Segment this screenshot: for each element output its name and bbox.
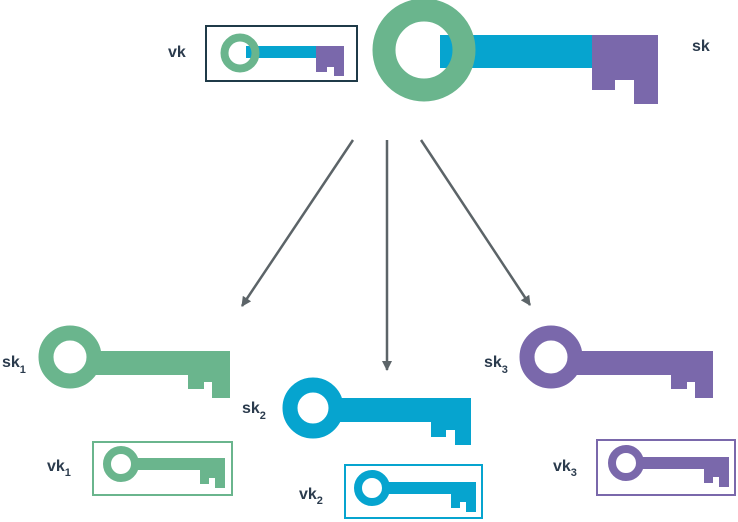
master-sk-label: sk	[692, 38, 710, 55]
share-secret-key-icon	[519, 325, 713, 398]
share-secret-key-icon	[282, 377, 471, 445]
master-vk-label: vk	[168, 44, 186, 61]
master-vk-key-icon	[220, 33, 344, 76]
share-vk-label: vk1	[47, 458, 71, 479]
share-verification-key	[344, 464, 483, 519]
share-vk-key-icon	[103, 446, 225, 488]
share-vk-label: vk2	[299, 486, 323, 507]
arrow-down-icon	[240, 139, 355, 307]
share-vk-label: vk3	[553, 458, 577, 479]
share-vk-key-icon	[608, 445, 729, 487]
share-verification-key	[596, 439, 736, 496]
share-sk-label: sk3	[484, 354, 508, 376]
arrow-down-icon	[419, 139, 532, 306]
share-secret-key-icon	[38, 325, 230, 398]
master-verification-key	[205, 25, 358, 82]
share-sk-label: sk2	[242, 400, 266, 422]
share-sk-label: sk1	[2, 354, 26, 376]
share-verification-key	[92, 441, 233, 496]
share-vk-key-icon	[354, 470, 476, 512]
master-secret-key-icon	[372, 0, 658, 104]
